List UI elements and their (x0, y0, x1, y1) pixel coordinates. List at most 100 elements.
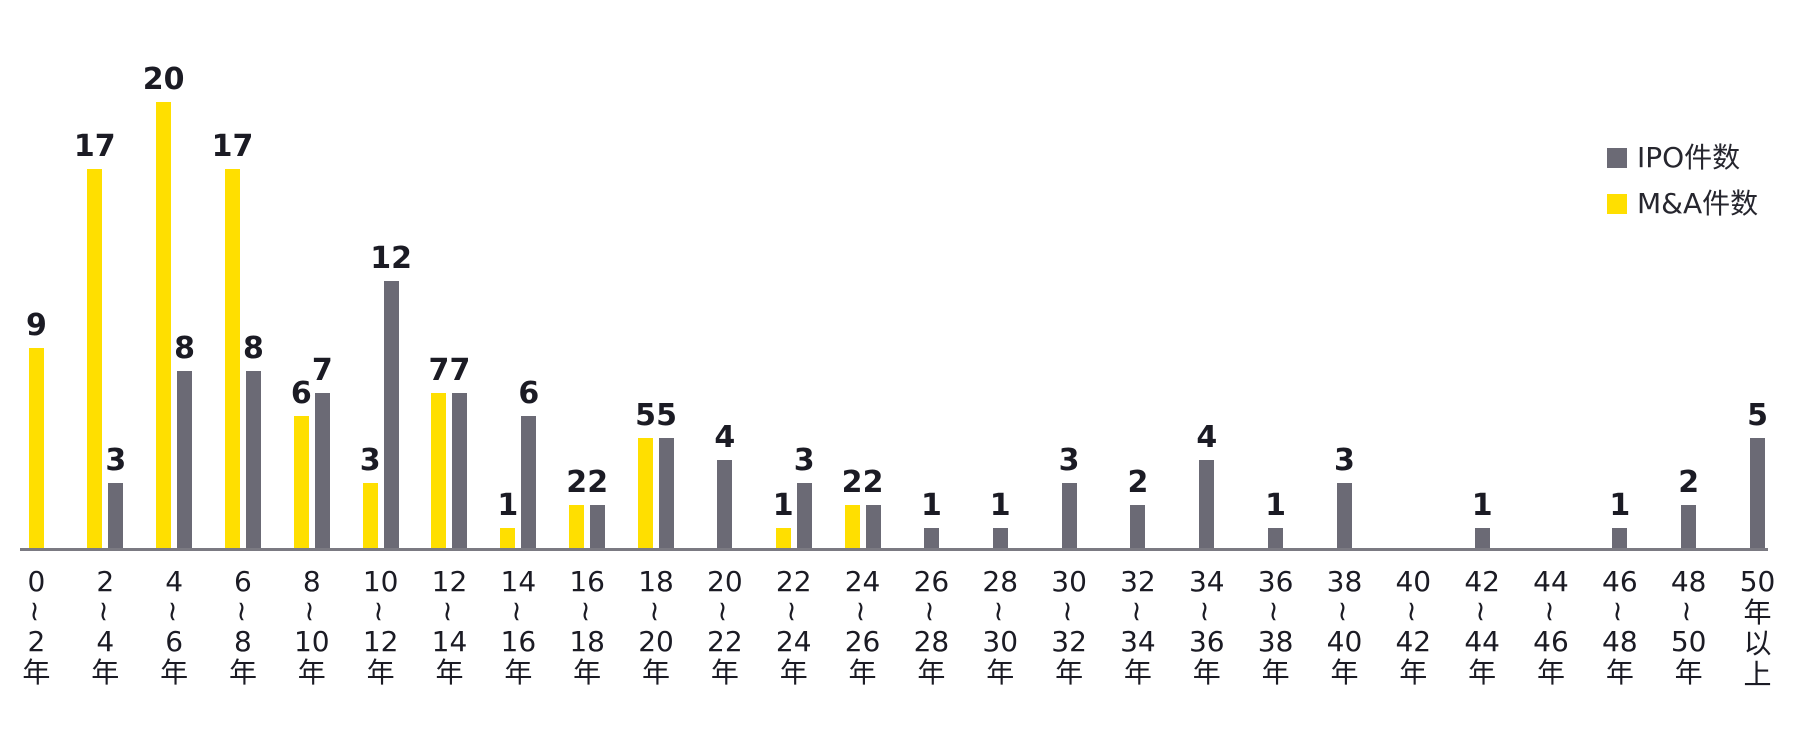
x-tick-label: 32 ~34 年 (1120, 565, 1156, 689)
ma-bar: 9 (26, 310, 47, 550)
bar-value-label: 2 (566, 465, 588, 500)
x-tick-label: 44 ~46 年 (1533, 565, 1569, 689)
bar-value-label: 7 (428, 353, 450, 388)
ma-bar: 17 (212, 131, 253, 550)
bar-value-label: 1 (920, 488, 942, 523)
ipo-bar: 3 (1059, 445, 1080, 550)
x-tick-label: 4 ~6 年 (156, 565, 190, 689)
bar-value-label: 1 (497, 488, 519, 523)
x-tick-label: 46 ~48 年 (1602, 565, 1638, 689)
x-tick-label: 2 ~4 年 (87, 565, 121, 689)
x-axis-line (20, 548, 1768, 551)
bar-value-label: 6 (290, 376, 312, 411)
bar-value-label: 2 (587, 465, 609, 500)
ma-bar: 6 (291, 378, 312, 550)
bar-group: 4 (1172, 0, 1241, 550)
bar-value-label: 7 (449, 353, 471, 388)
bar-value-label: 3 (1058, 443, 1080, 478)
legend: IPO件数 M&A件数 (1607, 143, 1758, 235)
bar-value-label: 3 (1334, 443, 1355, 478)
x-tick-label: 34 ~36 年 (1188, 565, 1225, 689)
bar-value-label: 8 (174, 331, 196, 366)
bar-value-label: 2 (1127, 465, 1149, 500)
ma-bar: 1 (773, 490, 794, 550)
ipo-bar: 2 (1678, 467, 1699, 550)
bar-group: 1 (1241, 0, 1310, 550)
ipo-bar: 8 (243, 333, 264, 550)
ipo-bar: 2 (587, 467, 608, 550)
plot-area: 9 17 3 20 8 17 8 6 7 3 12 7 7 1 6 2 2 5 5 4 1 3 2 2 1 1 3 2 4 1 3 1 1 2 5 (2, 0, 1792, 550)
bar-value-label: 3 (359, 443, 381, 478)
x-tick-label: 10 ~12 年 (362, 565, 399, 689)
x-tick-label: 50 年以上 (1739, 565, 1776, 691)
x-tick-label: 18 ~20 年 (638, 565, 674, 689)
legend-item-ma: M&A件数 (1607, 189, 1758, 219)
ipo-bar: 4 (1196, 422, 1217, 550)
ipo-color-swatch (1607, 148, 1627, 168)
bar-group: 2 (1104, 0, 1173, 550)
bar-group (1517, 0, 1586, 550)
x-tick-label: 38 ~40 年 (1326, 565, 1363, 689)
ipo-bar: 5 (1747, 400, 1768, 550)
bar-value-label: 4 (1196, 420, 1218, 455)
x-tick-label: 14 ~16 年 (500, 565, 537, 689)
bar-value-label: 2 (1678, 465, 1700, 500)
bar-groups: 9 17 3 20 8 17 8 6 7 3 12 7 7 1 6 2 2 5 5 4 1 3 2 2 1 1 3 2 4 1 3 1 1 2 5 (2, 0, 1792, 550)
bar-value-label: 6 (518, 376, 540, 411)
ipo-bar: 3 (1334, 445, 1355, 550)
ipo-bar: 1 (1472, 490, 1493, 550)
bar-value-label: 1 (1265, 488, 1287, 523)
legend-label-ipo: IPO件数 (1637, 141, 1741, 174)
ma-bar: 3 (360, 445, 381, 550)
x-tick-label: 22 ~24 年 (775, 565, 812, 689)
bar-value-label: 1 (1609, 488, 1631, 523)
bar-value-label: 17 (73, 129, 116, 164)
bar-group: 20 8 (140, 0, 209, 550)
bar-group: 9 (2, 0, 71, 550)
bar-group: 3 (1310, 0, 1379, 550)
x-tick-label: 26 ~28 年 (913, 565, 950, 689)
ipo-bar: 8 (174, 333, 195, 550)
bar-group: 1 (966, 0, 1035, 550)
bar-group: 1 (897, 0, 966, 550)
bar-value-label: 20 (142, 62, 185, 97)
ipo-bar: 6 (518, 378, 539, 550)
ma-bar: 2 (842, 467, 862, 550)
ma-color-swatch (1607, 194, 1627, 214)
legend-item-ipo: IPO件数 (1607, 143, 1758, 173)
ma-bar: 2 (566, 467, 587, 550)
ipo-bar: 1 (921, 490, 942, 550)
x-tick-label: 16 ~18 年 (569, 565, 605, 689)
x-tick-label: 24 ~26 年 (844, 565, 881, 689)
bar-group: 2 (1654, 0, 1723, 550)
ipo-bar: 1 (1609, 490, 1630, 550)
bar-value-label: 4 (714, 420, 736, 455)
ipo-bar: 3 (794, 445, 815, 550)
x-tick-label: 6 ~8 年 (225, 565, 259, 689)
x-tick-label: 12 ~14 年 (431, 565, 468, 689)
bar-value-label: 12 (370, 241, 413, 276)
bar-value-label: 8 (243, 331, 264, 366)
bar-value-label: 5 (1747, 398, 1768, 433)
bar-group (1379, 0, 1448, 550)
bar-group: 17 3 (71, 0, 140, 550)
bar-value-label: 2 (841, 465, 863, 500)
bar-group: 1 (1585, 0, 1654, 550)
bar-value-label: 1 (1471, 488, 1493, 523)
ma-bar: 5 (635, 400, 656, 550)
ipo-bar: 12 (370, 243, 412, 550)
ipo-bar: 2 (1127, 467, 1148, 550)
bar-group: 1 (1448, 0, 1517, 550)
legend-label-ma: M&A件数 (1637, 187, 1759, 220)
ipo-bar: 4 (714, 422, 735, 550)
x-tick-label: 36 ~38 年 (1257, 565, 1294, 689)
bar-value-label: 2 (862, 465, 884, 500)
ipo-bar: 1 (990, 490, 1011, 550)
bar-value-label: 3 (105, 443, 127, 478)
x-tick-label: 30 ~32 年 (1051, 565, 1087, 689)
